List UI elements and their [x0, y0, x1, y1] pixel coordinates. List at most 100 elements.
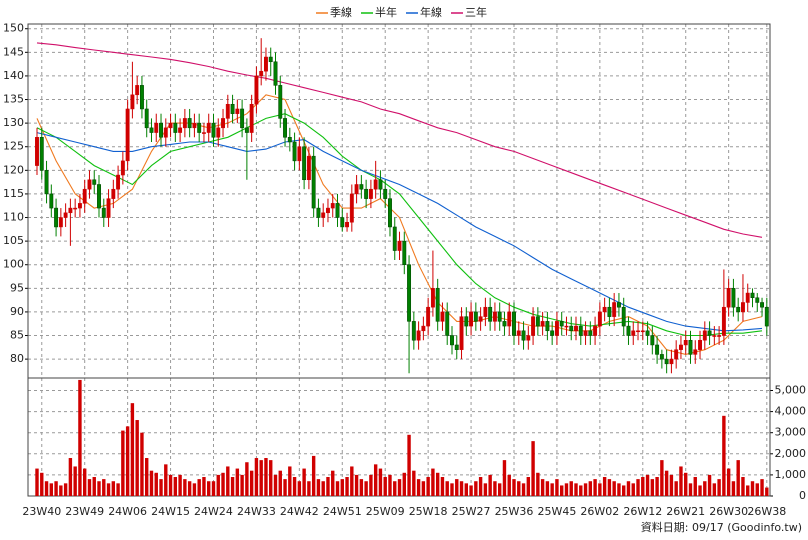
- volume-bar: [726, 468, 731, 496]
- volume-bar: [269, 460, 273, 496]
- candle-body: [469, 311, 474, 327]
- candle-body: [659, 354, 664, 360]
- candle-body: [745, 292, 750, 303]
- volume-bar: [445, 481, 449, 496]
- candle-body: [402, 240, 407, 265]
- volume-bar: [612, 481, 616, 496]
- volume-bar: [731, 481, 736, 496]
- candle-body: [411, 321, 416, 341]
- volume-bar: [574, 483, 578, 496]
- volume-bar: [712, 483, 717, 496]
- volume-bar: [660, 460, 664, 496]
- volume-bar: [746, 485, 750, 496]
- volume-bar: [307, 481, 311, 496]
- candle-body: [106, 198, 111, 218]
- candle-body: [626, 325, 631, 336]
- volume-bar: [331, 470, 335, 496]
- candle-body: [135, 85, 140, 96]
- volume-bar: [474, 481, 478, 496]
- volume-bar: [364, 481, 368, 496]
- volume-bar: [607, 479, 612, 496]
- volume-bar: [345, 477, 349, 496]
- volume-bar: [407, 434, 411, 496]
- x-tick-label: 24W51: [323, 505, 362, 518]
- y-tick-label: 80: [10, 352, 24, 365]
- candle-body: [54, 207, 59, 228]
- volume-bar: [292, 477, 297, 496]
- volume-bar: [617, 483, 621, 496]
- volume-bar: [97, 481, 101, 496]
- volume-bar: [140, 432, 144, 496]
- candle-body: [764, 306, 769, 327]
- candle-body: [645, 330, 650, 336]
- y-tick-label: 140: [3, 69, 24, 82]
- volume-bar: [216, 474, 220, 496]
- candle-body: [574, 325, 578, 332]
- x-tick-label: 25W27: [452, 505, 491, 518]
- volume-bar: [164, 464, 168, 496]
- candle-body: [407, 264, 412, 322]
- volume-bar: [517, 481, 521, 496]
- candle-body: [240, 108, 245, 129]
- candle-body: [760, 302, 764, 308]
- candle-body: [168, 122, 173, 129]
- candle-body: [478, 316, 483, 322]
- candle-body: [264, 56, 268, 72]
- volume-bar: [273, 474, 278, 496]
- volume-bar: [469, 485, 473, 496]
- candle-body: [736, 306, 741, 313]
- candle-body: [430, 288, 435, 308]
- moving-average-line: [36, 113, 763, 337]
- candle-body: [578, 325, 583, 336]
- volume-bar: [335, 481, 340, 496]
- candle-body: [397, 240, 402, 251]
- candle-body: [707, 330, 712, 336]
- volume-bar: [550, 483, 554, 496]
- candle-body: [197, 122, 202, 133]
- candle-body: [512, 311, 516, 336]
- x-tick-label: 26W38: [747, 505, 786, 518]
- candle-body: [259, 70, 264, 77]
- volume-bar: [388, 474, 392, 496]
- volume-bar: [297, 481, 302, 496]
- y-tick-label: 100: [3, 258, 24, 271]
- volume-bar: [455, 479, 459, 496]
- volume-bar: [431, 468, 435, 496]
- x-tick-label: 25W18: [409, 505, 448, 518]
- volume-bar: [478, 477, 483, 496]
- volume-bar: [54, 481, 58, 496]
- candle-body: [497, 311, 502, 322]
- y2-tick-label: 3,000: [775, 426, 807, 439]
- candle-body: [540, 321, 545, 327]
- y2-tick-label: 1,000: [775, 468, 807, 481]
- candle-body: [354, 184, 359, 195]
- candle-body: [130, 94, 135, 110]
- volume-bar: [755, 483, 759, 496]
- volume-bar: [722, 415, 726, 496]
- candle-body: [249, 103, 254, 133]
- candle-body: [359, 184, 364, 190]
- candle-body: [545, 321, 550, 332]
- x-tick-label: 23W49: [65, 505, 104, 518]
- volume-bar: [183, 479, 187, 496]
- candle-body: [211, 122, 216, 138]
- volume-bar: [593, 479, 597, 496]
- candle-body: [273, 61, 278, 86]
- candle-body: [77, 203, 82, 209]
- candle-body: [225, 103, 230, 119]
- candle-body: [712, 335, 717, 337]
- volume-bar: [602, 477, 607, 496]
- volume-bar: [741, 477, 745, 496]
- volume-bar: [135, 420, 139, 496]
- candle-body: [283, 118, 287, 138]
- x-tick-label: 26W02: [580, 505, 619, 518]
- candle-body: [674, 349, 679, 360]
- candle-body: [120, 160, 125, 176]
- volume-bar: [369, 474, 373, 496]
- volume-bar: [49, 483, 54, 496]
- x-tick-label: 25W09: [366, 505, 405, 518]
- volume-bar: [340, 479, 344, 496]
- volume-bar: [159, 479, 163, 496]
- candle-body: [721, 306, 726, 336]
- volume-bar: [693, 477, 697, 496]
